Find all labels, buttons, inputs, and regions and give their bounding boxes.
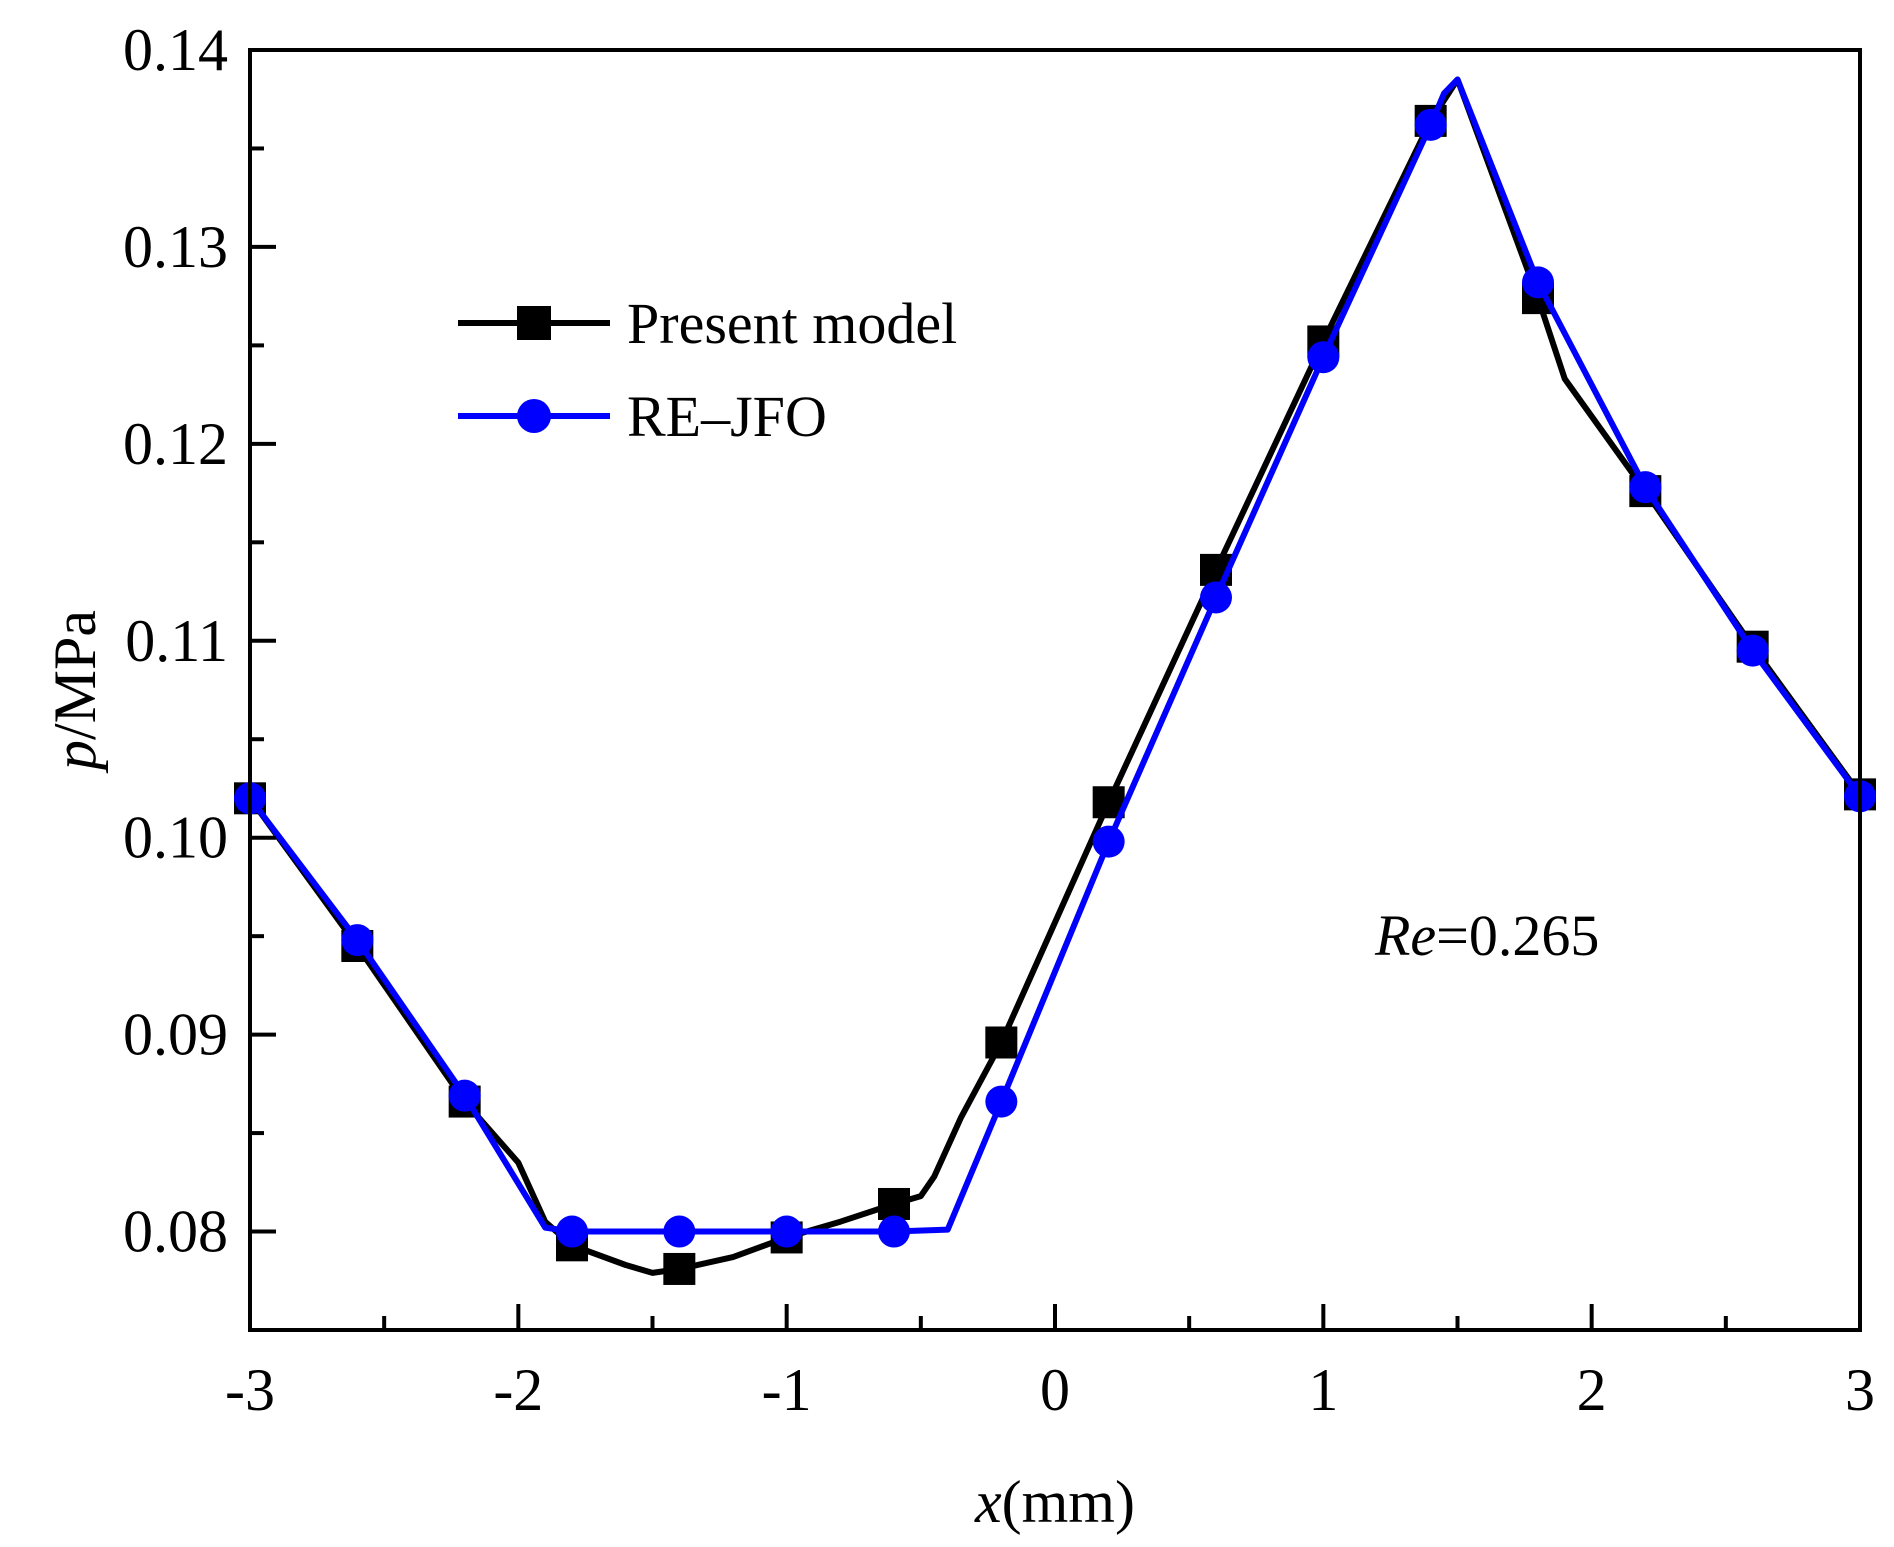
plot-series xyxy=(234,76,1876,1285)
legend-entry-present-model: Present model xyxy=(458,291,957,356)
data-point-present-model xyxy=(663,1252,696,1285)
data-point-re-jfo xyxy=(1092,825,1125,858)
data-point-re-jfo xyxy=(985,1085,1018,1118)
data-point-present-model xyxy=(985,1026,1018,1059)
y-tick-label: 0.10 xyxy=(123,805,228,871)
tick-labels: -3 -2 -1 0 1 2 3 0.08 0.09 0.10 0.11 0.12 0.13 0.14 xyxy=(123,17,1875,1423)
y-tick-label: 0.12 xyxy=(123,411,228,477)
data-point-re-jfo xyxy=(1200,581,1232,614)
legend: Present model RE–JFO xyxy=(458,291,957,449)
legend-entry-re-jfo: RE–JFO xyxy=(458,384,827,449)
x-tick-label: 3 xyxy=(1845,1357,1875,1423)
data-point-re-jfo xyxy=(556,1215,588,1248)
data-point-re-jfo xyxy=(448,1079,481,1112)
data-point-re-jfo xyxy=(1522,266,1554,299)
y-tick-label: 0.09 xyxy=(123,1002,228,1068)
data-point-re-jfo xyxy=(1736,634,1769,667)
data-point-re-jfo xyxy=(663,1215,696,1248)
series-line-re-jfo xyxy=(247,76,1863,1235)
re-annotation: Re=0.265 xyxy=(1374,903,1599,968)
x-axis-title: x(mm) xyxy=(974,1469,1135,1535)
data-point-re-jfo xyxy=(1414,108,1447,141)
y-tick-label: 0.13 xyxy=(123,214,228,280)
axis-ticks xyxy=(248,48,1862,1330)
legend-circle-marker-icon xyxy=(517,399,551,433)
x-tick-label: -1 xyxy=(762,1357,812,1423)
legend-label-re-jfo: RE–JFO xyxy=(627,384,827,449)
data-point-present-model xyxy=(878,1187,910,1220)
data-point-re-jfo xyxy=(1307,341,1340,374)
legend-label-present-model: Present model xyxy=(627,291,957,356)
data-point-re-jfo xyxy=(770,1215,803,1248)
y-tick-label: 0.14 xyxy=(123,17,228,83)
x-tick-label: 0 xyxy=(1040,1357,1070,1423)
y-axis-title: p/MPa xyxy=(42,610,108,774)
x-tick-label: -2 xyxy=(493,1357,543,1423)
data-point-re-jfo xyxy=(341,924,374,957)
data-point-re-jfo xyxy=(878,1215,910,1248)
x-tick-label: 2 xyxy=(1577,1357,1607,1423)
y-tick-label: 0.11 xyxy=(125,608,228,674)
series-line-present-model xyxy=(247,76,1863,1276)
x-tick-label: 1 xyxy=(1308,1357,1338,1423)
data-point-re-jfo xyxy=(1629,471,1662,504)
x-tick-label: -3 xyxy=(225,1357,275,1423)
legend-square-marker-icon xyxy=(517,306,551,340)
y-tick-label: 0.08 xyxy=(123,1199,228,1265)
